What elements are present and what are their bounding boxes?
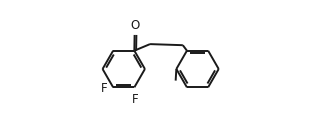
Text: F: F [101,82,108,95]
Text: F: F [132,93,138,106]
Text: O: O [131,19,140,32]
